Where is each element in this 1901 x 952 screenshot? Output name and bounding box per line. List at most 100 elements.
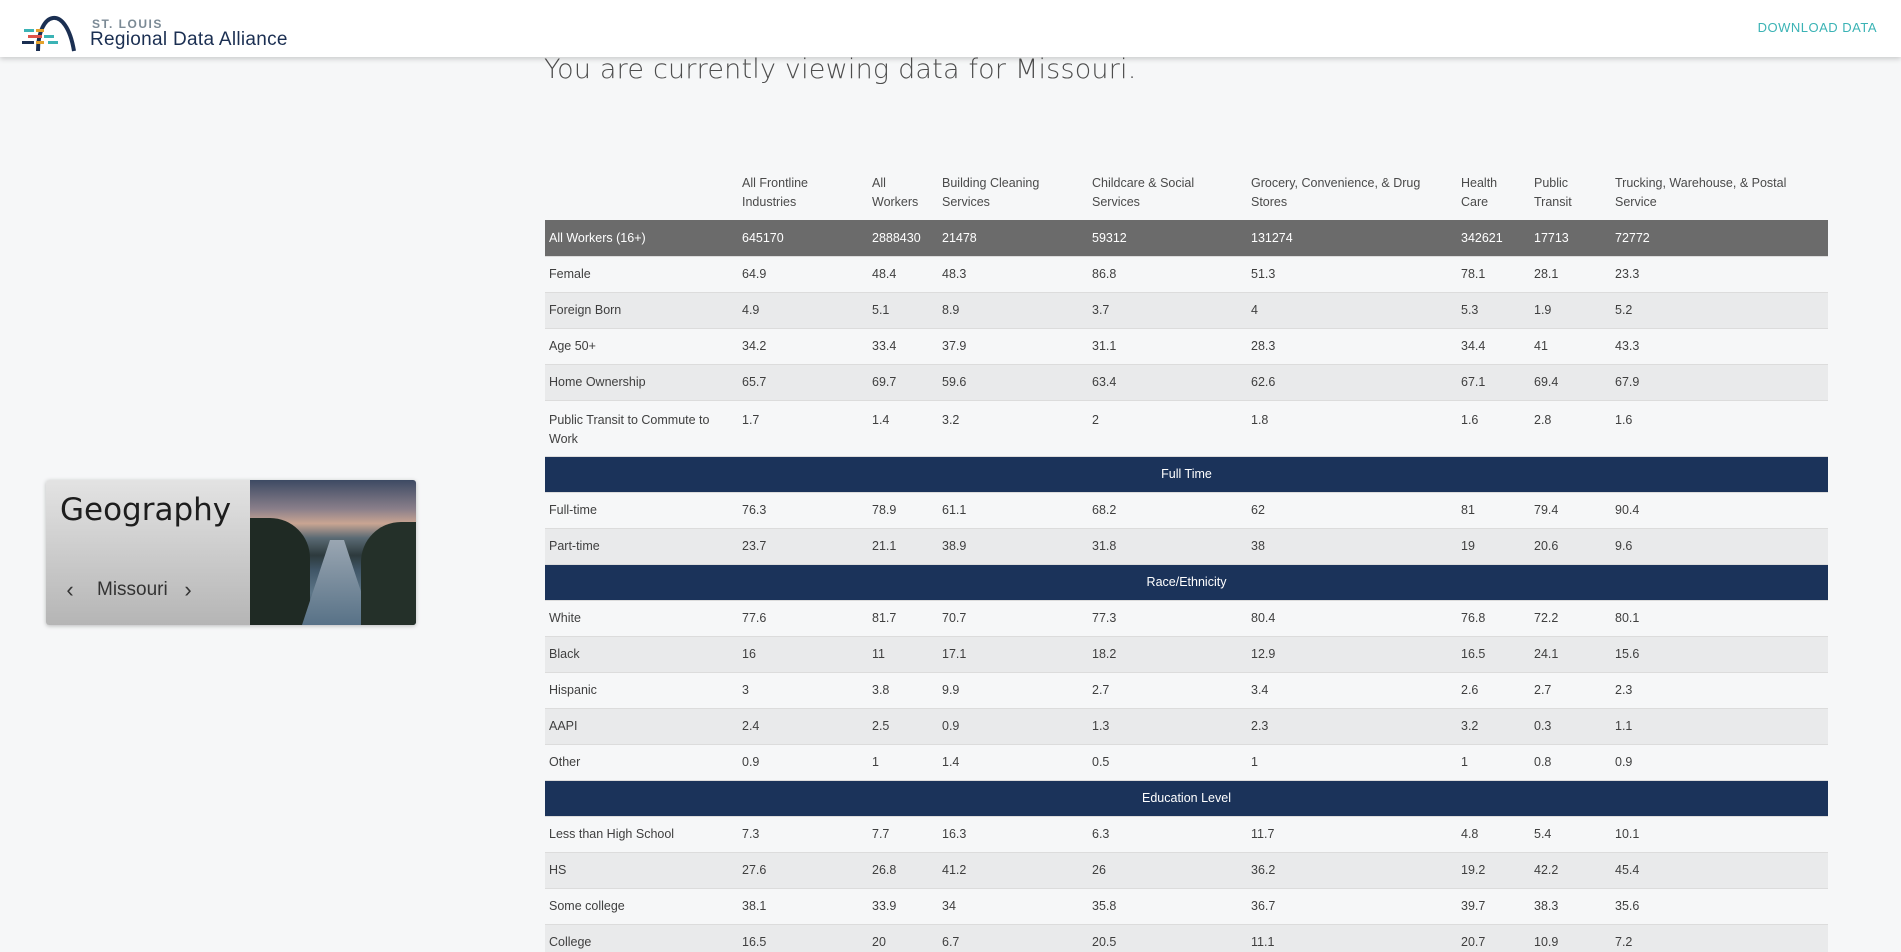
geography-nav: ‹ Missouri › xyxy=(60,577,240,607)
table-cell: 1.9 xyxy=(1530,292,1611,329)
table-cell: 28.3 xyxy=(1247,328,1457,365)
table-cell: 2.7 xyxy=(1530,672,1611,709)
table-cell: 17713 xyxy=(1530,220,1611,257)
table-cell: 11.7 xyxy=(1247,816,1457,853)
table-cell: 3 xyxy=(738,672,868,709)
table-cell: 76.8 xyxy=(1457,600,1530,637)
table-cell: 23.7 xyxy=(738,528,868,565)
table-cell: 7.7 xyxy=(868,816,938,853)
table-cell: 26 xyxy=(1088,852,1247,889)
chevron-left-icon[interactable]: ‹ xyxy=(66,577,74,602)
table-cell: 34 xyxy=(938,888,1088,925)
table-row: AAPI 2.4 2.5 0.9 1.3 2.3 3.2 0.3 1.1 xyxy=(545,708,1828,745)
table-cell: 79.4 xyxy=(1530,492,1611,529)
chevron-right-icon[interactable]: › xyxy=(184,577,192,602)
table-cell: 43.3 xyxy=(1611,328,1828,365)
column-header: Public Transit xyxy=(1534,176,1572,209)
table-cell: 3.7 xyxy=(1088,292,1247,329)
table-cell: 72772 xyxy=(1611,220,1828,257)
column-header: Building Cleaning Services xyxy=(942,176,1040,209)
table-cell: 16.3 xyxy=(938,816,1088,853)
table-cell: 78.1 xyxy=(1457,256,1530,293)
row-label: College xyxy=(545,924,738,952)
table-cell: 5.1 xyxy=(868,292,938,329)
table-cell: 62 xyxy=(1247,492,1457,529)
table-cell: 9.6 xyxy=(1611,528,1828,565)
table-cell: 1.6 xyxy=(1611,400,1828,457)
table-cell: 65.7 xyxy=(738,364,868,401)
table-cell: 0.9 xyxy=(1611,744,1828,781)
table-cell: 63.4 xyxy=(1088,364,1247,401)
photo-trees-right xyxy=(361,522,416,625)
table-cell: 5.2 xyxy=(1611,292,1828,329)
table-cell: 1.1 xyxy=(1611,708,1828,745)
table-cell: 1.6 xyxy=(1457,400,1530,457)
row-label: AAPI xyxy=(545,708,738,745)
column-header: All Workers xyxy=(872,176,919,209)
table-cell: 21478 xyxy=(938,220,1088,257)
table-row: Female 64.9 48.4 48.3 86.8 51.3 78.1 28.1 23.3 xyxy=(545,256,1828,293)
table-cell: 20.6 xyxy=(1530,528,1611,565)
table-cell: 2.3 xyxy=(1247,708,1457,745)
table-cell: 7.3 xyxy=(738,816,868,853)
row-label: All Workers (16+) xyxy=(545,220,738,257)
logo-name-text: Regional Data Alliance xyxy=(90,29,288,50)
table-cell: 16.5 xyxy=(738,924,868,952)
download-data-link[interactable]: DOWNLOAD DATA xyxy=(1757,20,1877,35)
table-cell: 2.6 xyxy=(1457,672,1530,709)
row-label: Age 50+ xyxy=(545,328,738,365)
row-label: Foreign Born xyxy=(545,292,738,329)
table-cell: 31.1 xyxy=(1088,328,1247,365)
logo[interactable]: ST. LOUIS Regional Data Alliance xyxy=(22,3,312,53)
table-row: Full-time 76.3 78.9 61.1 68.2 62 81 79.4 90.4 xyxy=(545,492,1828,529)
table-row: HS 27.6 26.8 41.2 26 36.2 19.2 42.2 45.4 xyxy=(545,852,1828,889)
table-cell: 77.6 xyxy=(738,600,868,637)
table-cell: 31.8 xyxy=(1088,528,1247,565)
table-cell: 15.6 xyxy=(1611,636,1828,673)
table-cell: 131274 xyxy=(1247,220,1457,257)
table-body: All Workers (16+) 645170 2888430 21478 59312… xyxy=(545,220,1828,952)
table-cell: 1.4 xyxy=(868,400,938,457)
table-cell: 86.8 xyxy=(1088,256,1247,293)
table-cell: 20.5 xyxy=(1088,924,1247,952)
table-cell: 38 xyxy=(1247,528,1457,565)
table-cell: 36.2 xyxy=(1247,852,1457,889)
section-header: Race/Ethnicity xyxy=(545,564,1828,601)
table-cell: 2888430 xyxy=(868,220,938,257)
table-cell: 6.3 xyxy=(1088,816,1247,853)
table-row: Some college 38.1 33.9 34 35.8 36.7 39.7 38.3 35… xyxy=(545,888,1828,925)
table-cell: 6.7 xyxy=(938,924,1088,952)
table-cell: 4 xyxy=(1247,292,1457,329)
table-row: College 16.5 20 6.7 20.5 11.1 20.7 10.9 7.2 xyxy=(545,924,1828,952)
table-cell: 76.3 xyxy=(738,492,868,529)
table-cell: 645170 xyxy=(738,220,868,257)
table-cell: 1.4 xyxy=(938,744,1088,781)
table-cell: 3.2 xyxy=(1457,708,1530,745)
table-row: Age 50+ 34.2 33.4 37.9 31.1 28.3 34.4 41 43.3 xyxy=(545,328,1828,365)
table-cell: 80.4 xyxy=(1247,600,1457,637)
table-cell: 20.7 xyxy=(1457,924,1530,952)
table-cell: 5.4 xyxy=(1530,816,1611,853)
table-cell: 67.1 xyxy=(1457,364,1530,401)
table-cell: 34.2 xyxy=(738,328,868,365)
table-cell: 81.7 xyxy=(868,600,938,637)
table-cell: 8.9 xyxy=(938,292,1088,329)
table-cell: 34.4 xyxy=(1457,328,1530,365)
table-cell: 2.8 xyxy=(1530,400,1611,457)
table-cell: 1.3 xyxy=(1088,708,1247,745)
table-cell: 0.9 xyxy=(938,708,1088,745)
row-label: Black xyxy=(545,636,738,673)
table-cell: 35.8 xyxy=(1088,888,1247,925)
table-cell: 5.3 xyxy=(1457,292,1530,329)
table-header: All Frontline Industries All Workers Build… xyxy=(545,168,1828,220)
table-cell: 0.3 xyxy=(1530,708,1611,745)
table-cell: 33.4 xyxy=(868,328,938,365)
table-cell: 3.2 xyxy=(938,400,1088,457)
row-label: Full-time xyxy=(545,492,738,529)
row-label: Some college xyxy=(545,888,738,925)
section-row: Full Time xyxy=(545,456,1828,493)
table-row: Black 16 11 17.1 18.2 12.9 16.5 24.1 15.6 xyxy=(545,636,1828,673)
table-row: Public Transit to Commute to Work 1.7 1.4 3… xyxy=(545,400,1828,457)
row-label: Home Ownership xyxy=(545,364,738,401)
photo-trees-left xyxy=(250,518,310,625)
